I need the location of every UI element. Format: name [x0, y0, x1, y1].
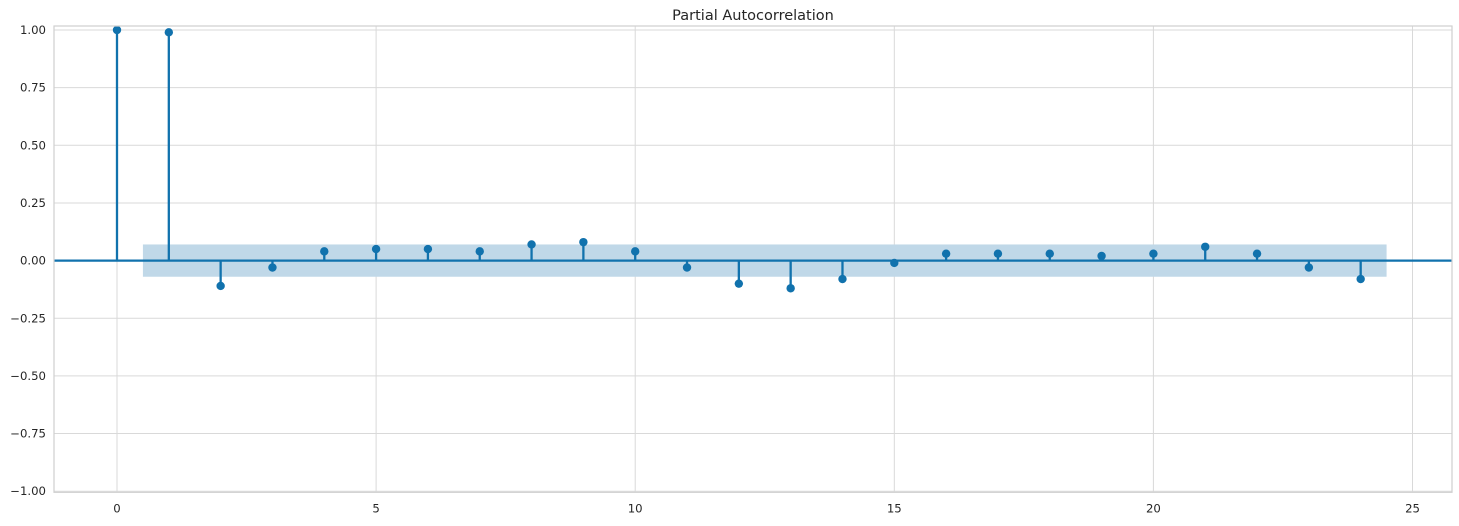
stem-marker: [112, 26, 122, 35]
y-tick-label: −0.25: [10, 311, 46, 325]
stem-marker: [941, 249, 951, 258]
plot-border: [53, 25, 1453, 493]
stem-marker: [734, 279, 744, 288]
y-tick-label: −0.50: [10, 369, 46, 383]
stem-marker: [682, 263, 692, 272]
x-tick-label: 0: [113, 501, 120, 515]
stem-marker: [527, 240, 536, 249]
stem-marker: [838, 274, 847, 284]
stem-marker: [1149, 249, 1158, 258]
y-tick-label: −0.75: [10, 427, 46, 441]
stem-marker: [1252, 249, 1262, 258]
stem-marker: [579, 237, 588, 247]
y-tick-label: 1.00: [20, 23, 46, 37]
y-tick-label: 0.75: [20, 81, 46, 95]
x-tick-label: 5: [372, 501, 379, 515]
y-tick-label: 0.50: [20, 138, 46, 152]
stem-marker: [164, 28, 174, 37]
stem-marker: [1201, 242, 1210, 251]
stem-marker: [475, 247, 484, 256]
stem-marker: [993, 249, 1003, 258]
stem-marker: [1304, 263, 1314, 272]
stem-marker: [786, 284, 795, 293]
stem-marker: [1097, 251, 1106, 261]
y-tick-label: −1.00: [10, 484, 46, 498]
stem-marker: [371, 244, 381, 254]
stem-marker: [216, 281, 225, 291]
x-tick-label: 20: [1146, 501, 1161, 515]
x-tick-label: 25: [1405, 501, 1420, 515]
y-tick-label: 0.00: [20, 254, 46, 268]
stem-marker: [268, 263, 277, 272]
y-tick-label: 0.25: [20, 196, 46, 210]
x-tick-label: 10: [628, 501, 643, 515]
stem-marker: [320, 247, 329, 256]
stem-marker: [1356, 274, 1365, 284]
stem-marker: [631, 247, 640, 256]
stem-marker: [423, 244, 433, 254]
stem-marker: [890, 258, 899, 268]
x-tick-label: 15: [887, 501, 902, 515]
stem-marker: [1045, 249, 1054, 258]
